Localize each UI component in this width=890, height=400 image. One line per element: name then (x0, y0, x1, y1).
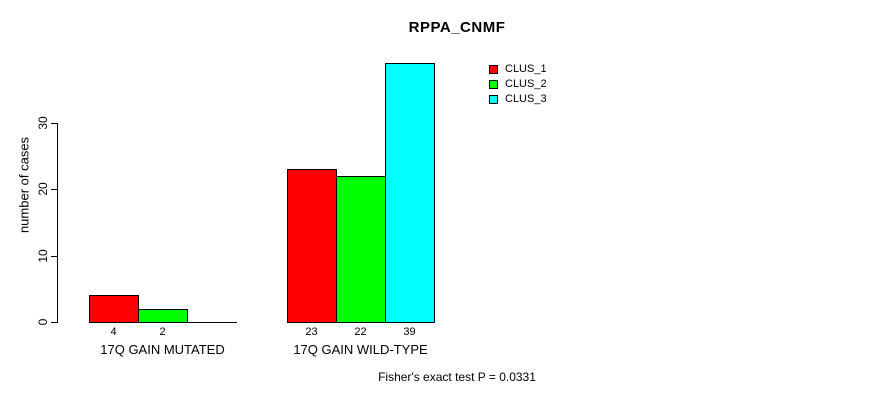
legend-item-clus_1: CLUS_1 (489, 62, 547, 77)
y-axis-line (57, 123, 58, 323)
bar-clus_2-2 (336, 176, 386, 323)
category-label: 17Q GAIN WILD-TYPE (293, 342, 428, 357)
bar-clus_1-2 (287, 169, 337, 323)
legend-item-clus_3: CLUS_3 (489, 92, 547, 107)
y-tick-mark (51, 189, 58, 190)
bar-clus_1-1 (89, 295, 139, 323)
chart-title: RPPA_CNMF (408, 19, 506, 36)
bar-value-label: 2 (159, 326, 166, 338)
legend: CLUS_1 CLUS_2 CLUS_3 (489, 62, 547, 107)
y-tick-label: 30 (36, 116, 50, 130)
bar-value-label: 23 (305, 326, 318, 338)
legend-label: CLUS_2 (505, 78, 547, 90)
legend-label: CLUS_1 (505, 63, 547, 75)
y-tick-label: 20 (36, 182, 50, 196)
category-label: 17Q GAIN MUTATED (100, 342, 225, 357)
legend-label: CLUS_3 (505, 93, 547, 105)
bar-value-label: 39 (403, 326, 416, 338)
fisher-test-annotation: Fisher's exact test P = 0.0331 (378, 370, 536, 384)
legend-swatch-icon (489, 65, 498, 74)
y-tick-mark (51, 123, 58, 124)
bar-clus_3-2 (385, 63, 435, 323)
y-axis-title: number of cases (16, 136, 32, 234)
bar-value-label: 4 (110, 326, 117, 338)
bar-clus_2-1 (138, 309, 188, 323)
y-tick-label: 10 (36, 249, 50, 263)
bar-value-label: 22 (354, 326, 367, 338)
y-tick-label: 0 (36, 318, 50, 326)
legend-item-clus_2: CLUS_2 (489, 77, 547, 92)
y-tick-mark (51, 256, 58, 257)
legend-swatch-icon (489, 80, 498, 89)
legend-swatch-icon (489, 95, 498, 104)
y-tick-mark (51, 322, 58, 323)
